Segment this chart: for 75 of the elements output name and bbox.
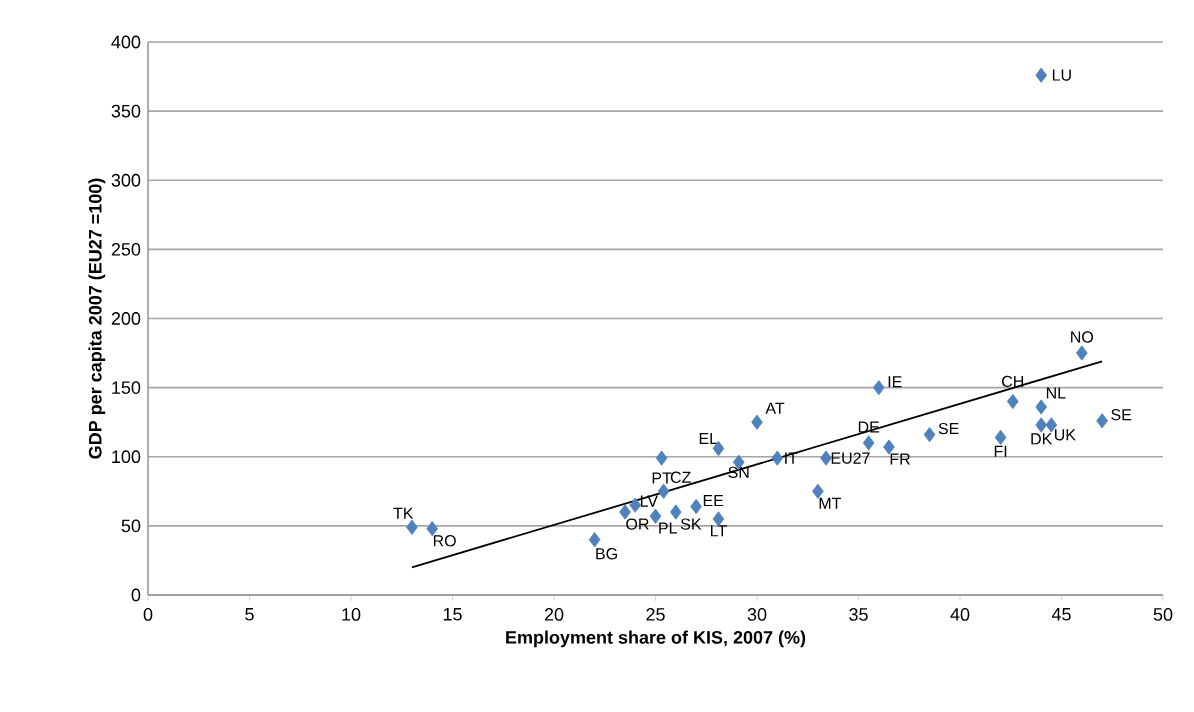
annotation: PL bbox=[659, 522, 677, 534]
y-tick-label: 400 bbox=[111, 35, 141, 49]
point bbox=[426, 521, 439, 537]
x-tick-label: 25 bbox=[646, 608, 665, 621]
point bbox=[1035, 399, 1047, 415]
annotation: MT bbox=[819, 497, 842, 509]
annotation: DK bbox=[1031, 433, 1053, 445]
point bbox=[994, 429, 1007, 445]
annotation: EU27 bbox=[831, 452, 870, 464]
annotation: OR bbox=[626, 518, 649, 530]
point bbox=[812, 483, 824, 499]
x-tick-label: 30 bbox=[747, 608, 767, 621]
point bbox=[1035, 417, 1047, 433]
annotation: AT bbox=[765, 402, 785, 414]
annotation: PT bbox=[652, 472, 672, 484]
point bbox=[820, 450, 832, 466]
annotation: SK bbox=[680, 518, 702, 530]
point bbox=[1035, 67, 1047, 83]
point bbox=[873, 380, 885, 396]
annotation: SE bbox=[938, 422, 959, 435]
annotation: LV bbox=[640, 495, 658, 507]
annotation: EE bbox=[703, 495, 724, 507]
x-tick-label: 45 bbox=[1051, 608, 1071, 621]
annotation: FR bbox=[890, 453, 910, 465]
point bbox=[619, 504, 631, 520]
point bbox=[751, 414, 763, 430]
x-tick-label: 35 bbox=[849, 608, 868, 621]
point bbox=[1076, 345, 1088, 361]
annotation: TK bbox=[393, 507, 414, 519]
annotation: IE bbox=[888, 376, 902, 388]
annotation: LU bbox=[1052, 69, 1071, 81]
y-tick-label: 300 bbox=[111, 173, 141, 187]
point bbox=[883, 439, 895, 455]
annotation: BG bbox=[596, 548, 617, 560]
point bbox=[655, 450, 668, 466]
x-tick-label: 5 bbox=[245, 608, 254, 621]
y-tick-label: 250 bbox=[111, 242, 141, 256]
point bbox=[1096, 413, 1108, 429]
annotation: SN bbox=[728, 466, 749, 478]
point bbox=[657, 483, 670, 499]
point bbox=[649, 508, 662, 524]
y-tick-label: 350 bbox=[111, 104, 141, 118]
point bbox=[629, 497, 641, 513]
annotation: NO bbox=[1071, 331, 1094, 343]
annotation: CH bbox=[1002, 375, 1024, 388]
annotation: NL bbox=[1046, 387, 1066, 399]
x-tick-label: 20 bbox=[544, 608, 564, 621]
y-tick-label: 100 bbox=[112, 450, 141, 464]
point bbox=[771, 450, 784, 466]
y-tick-label: 0 bbox=[131, 588, 141, 602]
annotation: FI bbox=[994, 445, 1007, 457]
annotation: SE bbox=[1111, 409, 1132, 421]
annotation: CZ bbox=[670, 471, 691, 483]
point bbox=[923, 427, 936, 443]
x-tick-label: 40 bbox=[950, 608, 970, 621]
point bbox=[670, 504, 682, 520]
point bbox=[690, 498, 702, 515]
annotation: DE bbox=[858, 421, 880, 433]
annotation: LT bbox=[711, 525, 727, 537]
x-tick-label: 50 bbox=[1153, 608, 1173, 621]
point bbox=[588, 532, 601, 548]
point bbox=[1006, 393, 1019, 410]
x-tick-label: 15 bbox=[443, 608, 462, 621]
annotation: RO bbox=[433, 535, 456, 547]
x-tick-label: 0 bbox=[143, 608, 153, 621]
x-axis-title: Employment share of KIS, 2007 (%) bbox=[506, 630, 806, 648]
y-tick-label: 150 bbox=[112, 381, 141, 394]
annotation: UK bbox=[1054, 429, 1076, 441]
y-tick-label: 200 bbox=[111, 312, 141, 325]
y-axis-title: GDP per capita 2007 (EU27 =100) bbox=[88, 178, 106, 459]
point bbox=[406, 519, 418, 535]
y-tick-label: 50 bbox=[121, 519, 141, 533]
x-tick-label: 10 bbox=[342, 608, 361, 621]
annotation: EL bbox=[699, 433, 718, 445]
point bbox=[862, 435, 875, 451]
